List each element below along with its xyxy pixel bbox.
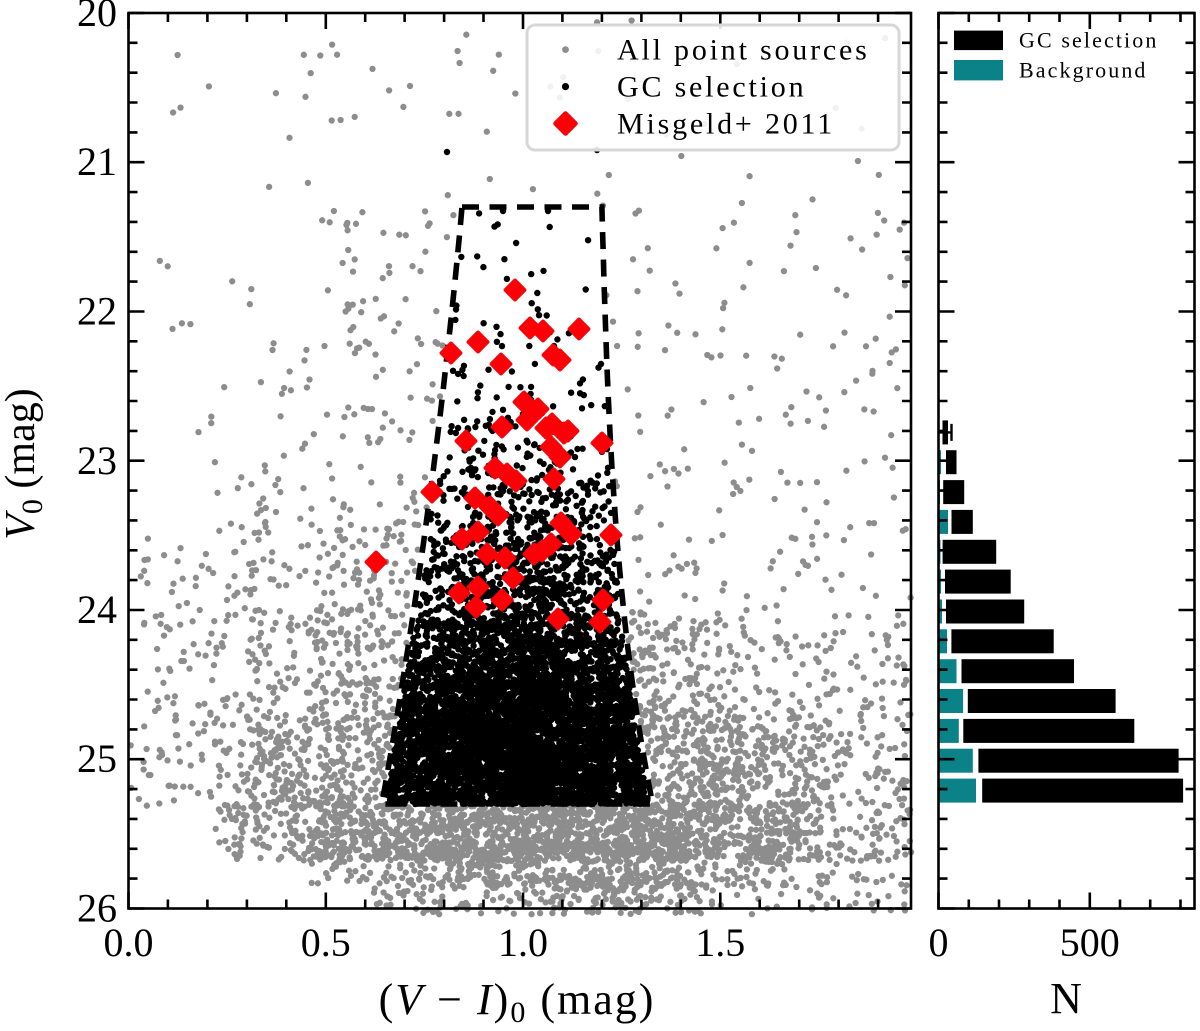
svg-text:Background: Background: [1019, 58, 1148, 83]
svg-text:0: 0: [929, 920, 949, 965]
svg-text:0.0: 0.0: [104, 920, 154, 965]
svg-text:24: 24: [77, 587, 117, 632]
svg-text:21: 21: [77, 139, 117, 184]
svg-text:Misgeld+ 2011: Misgeld+ 2011: [617, 108, 835, 141]
svg-text:25: 25: [77, 736, 117, 781]
svg-text:20: 20: [77, 0, 117, 35]
svg-text:N: N: [1050, 974, 1082, 1023]
svg-text:22: 22: [77, 289, 117, 334]
svg-text:(V − I)0 (mag): (V − I)0 (mag): [379, 975, 656, 1029]
svg-text:1.5: 1.5: [695, 920, 745, 965]
svg-text:1.0: 1.0: [498, 920, 548, 965]
svg-text:500: 500: [1060, 920, 1120, 965]
svg-text:26: 26: [77, 886, 117, 931]
svg-text:GC selection: GC selection: [617, 71, 806, 104]
svg-text:V0 (mag): V0 (mag): [0, 388, 49, 539]
svg-text:GC selection: GC selection: [1019, 28, 1158, 53]
svg-text:23: 23: [77, 438, 117, 483]
svg-text:0.5: 0.5: [301, 920, 351, 965]
svg-text:All point sources: All point sources: [617, 34, 870, 67]
